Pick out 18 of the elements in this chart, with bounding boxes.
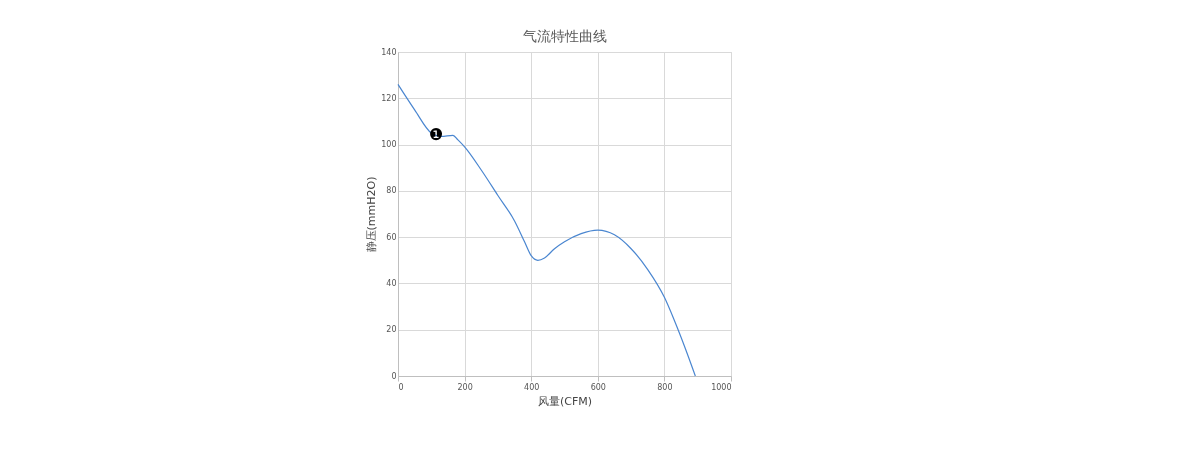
- x-axis-title: 风量(CFM): [537, 394, 593, 408]
- y-tick-label: 0: [391, 371, 397, 381]
- x-tick-label: 200: [457, 382, 473, 392]
- y-tick-label: 20: [386, 325, 397, 335]
- x-tick-label: 1000: [711, 382, 732, 392]
- x-tick-label: 0: [398, 382, 404, 392]
- y-axis-title: 静压(mmH2O): [365, 176, 379, 253]
- y-tick-label: 40: [386, 278, 397, 288]
- x-tick-label: 400: [524, 382, 540, 392]
- y-tick-label: 100: [381, 140, 397, 150]
- x-tick-label: 800: [657, 382, 673, 392]
- y-tick-label: 120: [381, 93, 397, 103]
- y-tick-label: 60: [386, 232, 397, 242]
- line-series: [397, 83, 696, 377]
- x-tick-label: 600: [590, 382, 606, 392]
- chart-title: 气流特性曲线: [522, 28, 607, 44]
- y-tick-label: 140: [381, 47, 397, 57]
- y-tick-label: 80: [386, 186, 397, 196]
